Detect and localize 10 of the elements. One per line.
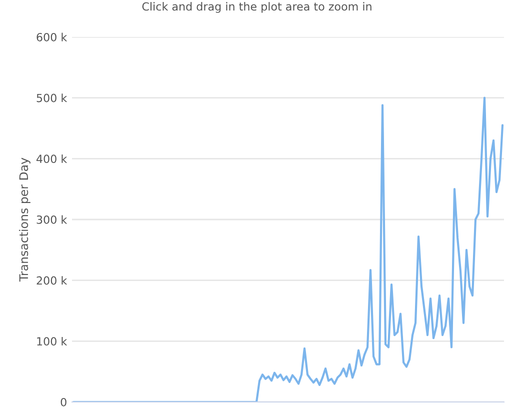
y-tick-label: 0: [60, 398, 66, 406]
y-tick-label: 500 k: [36, 94, 68, 102]
y-axis-title: Transactions per Day: [18, 158, 30, 282]
y-tick-label: 600 k: [36, 32, 68, 42]
y-tick-label: 300 k: [36, 215, 68, 224]
chart-subtitle: Click and drag in the plot area to zoom in: [142, 2, 372, 13]
y-tick-label: 400 k: [36, 154, 68, 164]
y-tick-label: 100 k: [37, 336, 68, 346]
y-tick-label: 200 k: [36, 276, 68, 285]
line-series: [72, 96, 504, 402]
